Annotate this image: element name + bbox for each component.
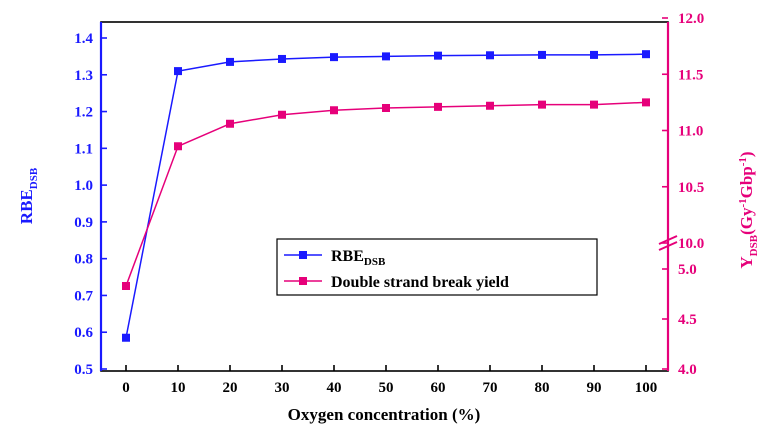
x-tick-label: 50 [379,380,394,396]
right-axis-ticks: 4.0 4.5 5.0 10.0 10.5 11.0 11.5 12.0 [662,11,704,378]
data-point-rbe [122,333,130,342]
plot-frame [100,21,669,372]
left-tick-label: 1.1 [74,141,93,157]
x-tick-label: 70 [483,380,498,396]
x-tick-label: 80 [535,380,550,396]
right-axis-label: YDSB(Gy-1Gbp-1) [737,151,760,268]
data-point-dsb-yield [590,100,598,109]
data-point-dsb-yield [122,282,130,290]
x-axis-label: Oxygen concentration (%) [288,405,481,424]
left-axis-label: RBEDSB [17,167,40,224]
data-point-rbe [642,50,650,59]
right-tick-label: 10.5 [678,180,704,196]
data-point-dsb-yield [538,100,546,109]
right-tick-label: 4.0 [678,362,697,378]
data-point-dsb-yield [278,110,286,119]
data-point-dsb-yield [330,106,338,115]
data-point-rbe [174,67,182,76]
right-tick-label: 10.0 [678,236,704,252]
right-tick-label: 5.0 [678,262,697,278]
left-tick-label: 0.9 [74,215,93,231]
x-tick-label: 0 [122,380,130,396]
left-tick-label: 1.4 [74,31,93,47]
legend-label-dsb: Double strand break yield [331,274,509,291]
left-tick-label: 0.7 [74,288,93,304]
right-tick-label: 11.0 [678,124,703,140]
left-tick-label: 1.3 [74,68,93,84]
right-tick-label: 12.0 [678,11,704,27]
data-point-rbe [434,51,442,60]
data-point-dsb-yield [434,102,442,111]
legend-box [276,238,598,296]
data-point-rbe [486,51,494,60]
x-tick-label: 100 [635,380,658,396]
right-tick-label: 11.5 [678,67,703,83]
left-axis-ticks: 0.5 0.6 0.7 0.8 0.9 1.0 1.1 1.2 1.3 1.4 [74,31,107,378]
data-point-dsb-yield [226,119,234,128]
right-tick-label: 4.5 [678,312,697,328]
x-tick-label: 10 [171,380,186,396]
left-tick-label: 0.8 [74,252,93,268]
legend-marker-rbe [299,251,307,259]
data-point-rbe [226,57,234,66]
data-point-rbe [538,50,546,59]
x-tick-label: 60 [431,380,446,396]
data-point-dsb-yield [174,142,182,151]
left-tick-label: 0.6 [74,325,93,341]
legend: RBEDSB Double strand break yield [276,238,598,296]
legend-label-rbe: RBEDSB [331,248,386,268]
data-point-dsb-yield [382,104,390,112]
left-tick-label: 0.5 [74,362,93,378]
x-tick-label: 40 [327,380,342,396]
left-tick-label: 1.2 [74,105,93,121]
data-point-rbe [590,50,598,59]
data-point-rbe [278,54,286,63]
x-tick-label: 20 [223,380,238,396]
data-point-dsb-yield [642,98,650,107]
x-tick-label: 30 [275,380,290,396]
left-tick-label: 1.0 [74,178,93,194]
x-tick-label: 90 [587,380,602,396]
series-layer [122,50,650,342]
legend-marker-dsb [299,277,307,285]
x-axis-ticks: 0 10 20 30 40 50 60 70 80 90 100 [122,365,657,396]
data-point-rbe [330,53,338,62]
data-point-rbe [382,52,390,61]
data-point-dsb-yield [486,101,494,110]
